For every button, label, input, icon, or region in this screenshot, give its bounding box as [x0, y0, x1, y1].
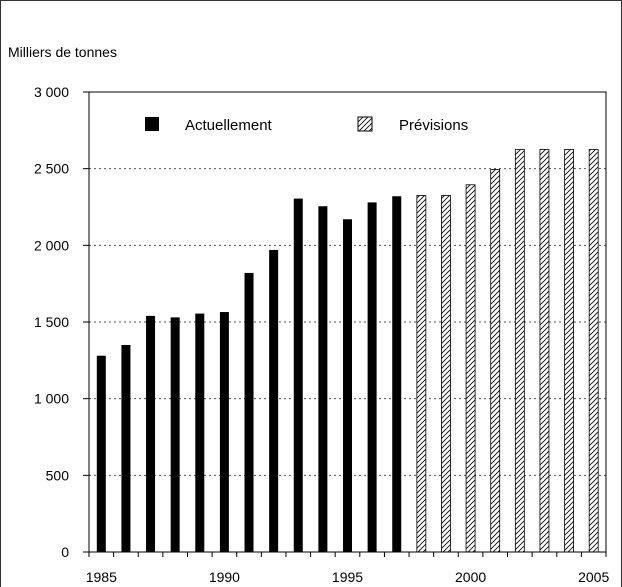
legend-label-actuellement: Actuellement: [185, 117, 273, 134]
bar-actuellement-1989: [195, 313, 205, 552]
bar-actuellement-1992: [269, 249, 279, 552]
x-tick-label: 2000: [455, 569, 486, 585]
bar-actuellement-1994: [318, 206, 328, 552]
bar-actuellement-1997: [392, 196, 402, 552]
bar-actuellement-1991: [244, 272, 254, 552]
bar-actuellement-1993: [293, 198, 303, 553]
y-tick-label: 1 500: [34, 314, 69, 330]
bar-pr-visions-1999: [441, 195, 451, 553]
bar-pr-visions-2003: [539, 149, 550, 553]
bar-pr-visions-2000: [465, 184, 476, 553]
bar-pr-visions-2002: [514, 149, 525, 553]
y-tick-label: 2 000: [34, 237, 69, 253]
bar-actuellement-1996: [367, 202, 377, 552]
y-tick-label: 1 000: [34, 391, 69, 407]
bar-pr-visions-2004: [564, 149, 574, 553]
bar-actuellement-1987: [146, 315, 156, 552]
bar-pr-visions-2005: [588, 149, 599, 553]
x-axis: 1985 1990 1995 2000 2005: [86, 552, 609, 585]
x-tick-label: 1990: [209, 569, 240, 585]
y-tick-label: 500: [46, 467, 70, 483]
bar-actuellement-1990: [219, 312, 229, 552]
y-axis-title: Milliers de tonnes: [8, 44, 117, 60]
y-tick-label: 0: [61, 544, 69, 560]
legend-label-previsions: Prévisions: [399, 117, 468, 134]
legend-swatch-actuellement: [145, 117, 159, 131]
bars: [96, 149, 599, 553]
bar-pr-visions-2001: [490, 169, 501, 553]
legend-swatch-previsions: [357, 116, 373, 132]
bar-pr-visions-1998: [416, 195, 427, 553]
bar-actuellement-1986: [121, 345, 131, 552]
x-tick-label: 2005: [578, 569, 609, 585]
bar-actuellement-1995: [343, 219, 352, 552]
bar-actuellement-1988: [170, 317, 180, 552]
x-tick-label: 1985: [86, 569, 117, 585]
x-tick-label: 1995: [332, 569, 363, 585]
y-tick-label: 3 000: [34, 84, 69, 100]
y-tick-label: 2 500: [34, 161, 69, 177]
y-axis: 0 500 1 000 1 500 2 000 2 500 3 000: [34, 84, 89, 560]
legend: Actuellement Prévisions: [145, 116, 468, 134]
bar-actuellement-1985: [96, 355, 106, 552]
